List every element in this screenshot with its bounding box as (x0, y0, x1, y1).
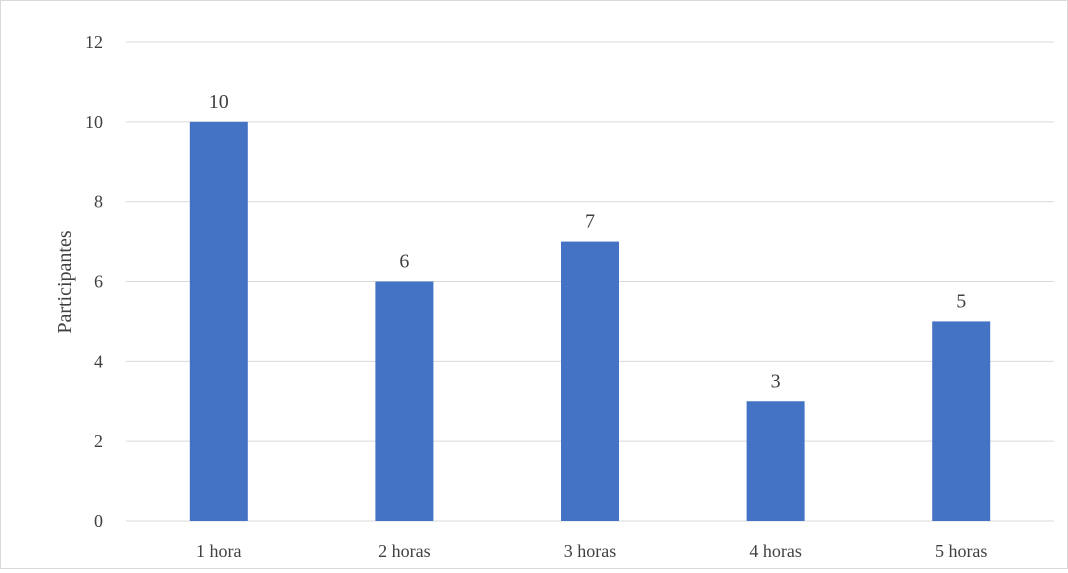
data-label: 10 (209, 91, 229, 113)
x-tick-label: 3 horas (564, 541, 617, 561)
bar (746, 401, 805, 521)
y-axis-ticks: 0 2 4 6 8 10 12 (85, 32, 103, 531)
x-tick-label: 5 horas (935, 541, 988, 561)
x-tick-label: 4 horas (749, 541, 802, 561)
data-label: 6 (399, 251, 409, 273)
y-tick-label: 4 (94, 351, 103, 371)
y-tick-label: 2 (94, 431, 103, 451)
x-tick-label: 2 horas (378, 541, 431, 561)
bar (375, 281, 434, 521)
bar (932, 321, 991, 521)
bars (189, 121, 991, 522)
data-label: 3 (771, 370, 781, 392)
x-axis-ticks: 1 hora 2 horas 3 horas 4 horas 5 horas (196, 541, 987, 561)
x-tick-label: 1 hora (196, 541, 241, 561)
data-label: 7 (585, 211, 595, 233)
y-tick-label: 0 (94, 511, 103, 531)
y-tick-label: 10 (85, 112, 103, 132)
bar (561, 241, 619, 522)
y-axis-title: Participantes (54, 230, 76, 334)
data-labels: 10 6 7 3 5 (209, 91, 966, 392)
y-tick-label: 6 (94, 272, 103, 292)
y-tick-label: 12 (85, 32, 103, 52)
y-tick-label: 8 (94, 192, 103, 212)
bar (189, 121, 248, 521)
data-label: 5 (956, 290, 966, 312)
